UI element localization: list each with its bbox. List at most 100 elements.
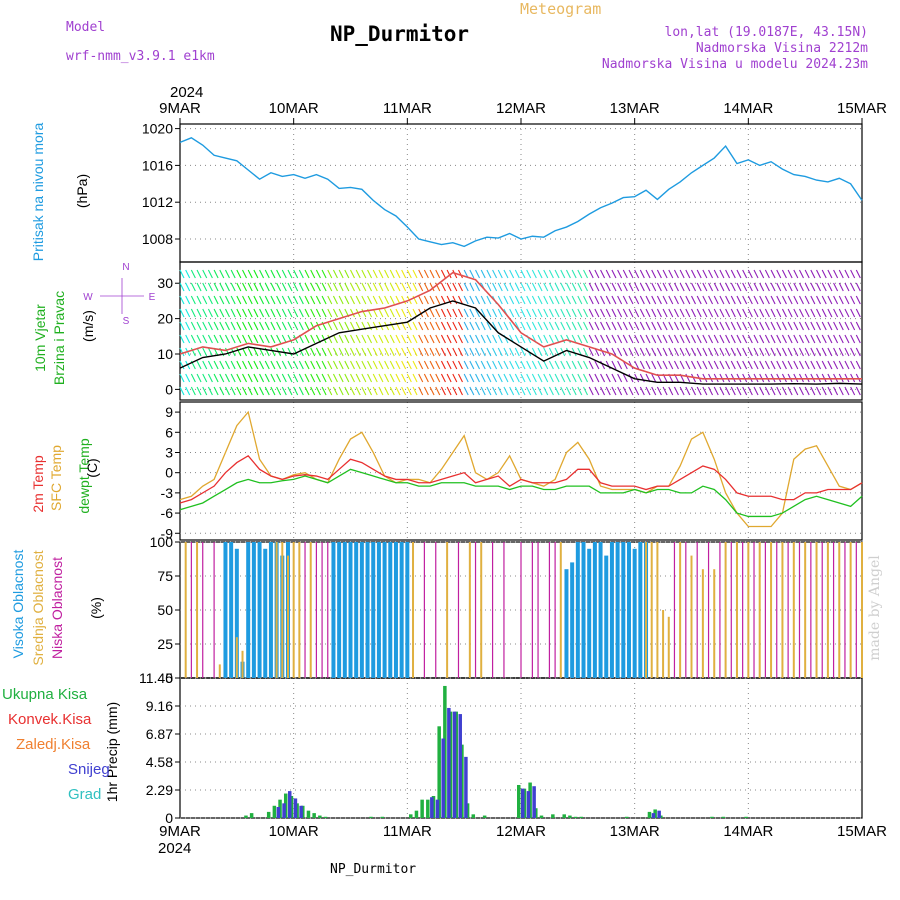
wind-barb xyxy=(696,282,702,292)
wind-barb xyxy=(742,347,748,357)
wind-barb xyxy=(605,269,611,279)
cloud-bar xyxy=(298,542,301,678)
wind-barb xyxy=(673,282,679,292)
cloud-bar xyxy=(701,569,704,678)
wind-barb xyxy=(401,282,407,292)
wind-barb xyxy=(378,308,384,318)
wind-barb xyxy=(219,360,225,370)
cloud-bar xyxy=(781,542,784,678)
wind-barb xyxy=(827,321,833,331)
wind-barb xyxy=(384,347,390,357)
cloud-bar xyxy=(213,542,215,678)
wind-barb xyxy=(787,295,793,305)
wind-barb xyxy=(332,308,338,318)
wind-barb xyxy=(264,360,270,370)
wind-barb xyxy=(594,295,600,305)
wind-barb xyxy=(395,386,401,396)
wind-barb xyxy=(190,269,196,279)
wind-barb xyxy=(537,308,543,318)
precip-snow-bar xyxy=(299,805,303,818)
wind-barb xyxy=(833,334,839,344)
wind-barb xyxy=(725,360,731,370)
wind-barb xyxy=(429,308,435,318)
wind-barb xyxy=(577,308,583,318)
wind-barb xyxy=(514,334,520,344)
wind-barb xyxy=(332,373,338,383)
wind-barb xyxy=(224,360,230,370)
wind-barb xyxy=(833,295,839,305)
wind-barb xyxy=(645,334,651,344)
wind-barb xyxy=(463,295,469,305)
wind-barb xyxy=(378,347,384,357)
wind-barb xyxy=(850,308,856,318)
cloud-bar xyxy=(855,542,857,678)
cloud-bar xyxy=(815,542,818,678)
wind-barb xyxy=(764,360,770,370)
wind-barb xyxy=(679,295,685,305)
wind-barb xyxy=(662,282,668,292)
wind-barb xyxy=(315,373,321,383)
wind-barb xyxy=(344,373,350,383)
wind-barb xyxy=(435,282,441,292)
wind-barb xyxy=(617,373,623,383)
wind-barb xyxy=(440,295,446,305)
cloud-bar xyxy=(559,542,562,678)
wind-barb xyxy=(190,295,196,305)
wind-barb xyxy=(429,347,435,357)
wind-barb xyxy=(355,347,361,357)
precip-total-bar xyxy=(624,816,629,818)
wind-barb xyxy=(475,347,481,357)
wind-barb xyxy=(685,360,691,370)
wind-barb xyxy=(435,308,441,318)
wind-barb xyxy=(673,308,679,318)
wind-barb xyxy=(776,308,782,318)
wind-barb xyxy=(196,347,202,357)
wind-barb xyxy=(685,386,691,396)
cloud-bar xyxy=(621,542,626,678)
wind-barb xyxy=(281,295,287,305)
time-label-bottom: 15MAR xyxy=(837,823,887,840)
wind-barb xyxy=(560,373,566,383)
wind-barb xyxy=(759,321,765,331)
wind-barb xyxy=(804,295,810,305)
wind-barb xyxy=(583,334,589,344)
wind-barb xyxy=(600,295,606,305)
wind-barb xyxy=(639,308,645,318)
wind-barb xyxy=(753,282,759,292)
wind-barb xyxy=(776,295,782,305)
wind-barb xyxy=(844,308,850,318)
wind-barb xyxy=(571,282,577,292)
wind-barb xyxy=(207,360,213,370)
wind-barb xyxy=(384,386,390,396)
wind-barb xyxy=(753,295,759,305)
wind-barb xyxy=(685,321,691,331)
wind-barb xyxy=(656,269,662,279)
wind-barb xyxy=(600,347,606,357)
wind-barb xyxy=(565,386,571,396)
wind-barb xyxy=(202,308,208,318)
wind-barb xyxy=(423,347,429,357)
wind-barb xyxy=(463,321,469,331)
cloud-bar xyxy=(735,542,738,678)
wind-barb xyxy=(440,308,446,318)
wind-barb xyxy=(833,269,839,279)
wind-barb xyxy=(395,347,401,357)
wind-barb xyxy=(321,347,327,357)
wind-barb xyxy=(344,282,350,292)
cloud-bar xyxy=(810,542,812,678)
wind-barb xyxy=(338,269,344,279)
y-tick-label: 50 xyxy=(157,602,173,618)
wind-barb xyxy=(747,360,753,370)
wind-barb xyxy=(412,321,418,331)
wind-barb xyxy=(412,386,418,396)
wind-barb xyxy=(287,269,293,279)
model-name: wrf-nmm_v3.9.1 e1km xyxy=(66,49,215,64)
wind-barb xyxy=(543,321,549,331)
wind-barb xyxy=(219,269,225,279)
wind-barb xyxy=(395,334,401,344)
wind-barb xyxy=(179,334,185,344)
wind-barb xyxy=(691,295,696,305)
wind-barb xyxy=(838,334,844,344)
wind-barb xyxy=(691,334,696,344)
wind-barb xyxy=(747,295,753,305)
